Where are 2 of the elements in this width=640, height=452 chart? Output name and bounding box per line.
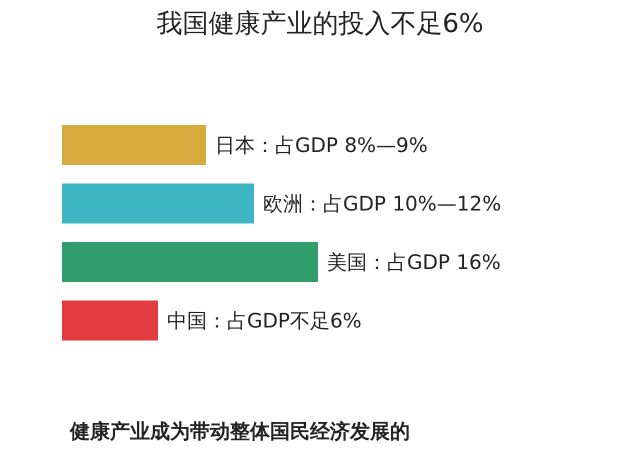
annotation: 健康产业成为带动整体国民经济发展的 <box>70 419 410 443</box>
title: 我国健康产业的投入不足6% <box>156 9 484 39</box>
